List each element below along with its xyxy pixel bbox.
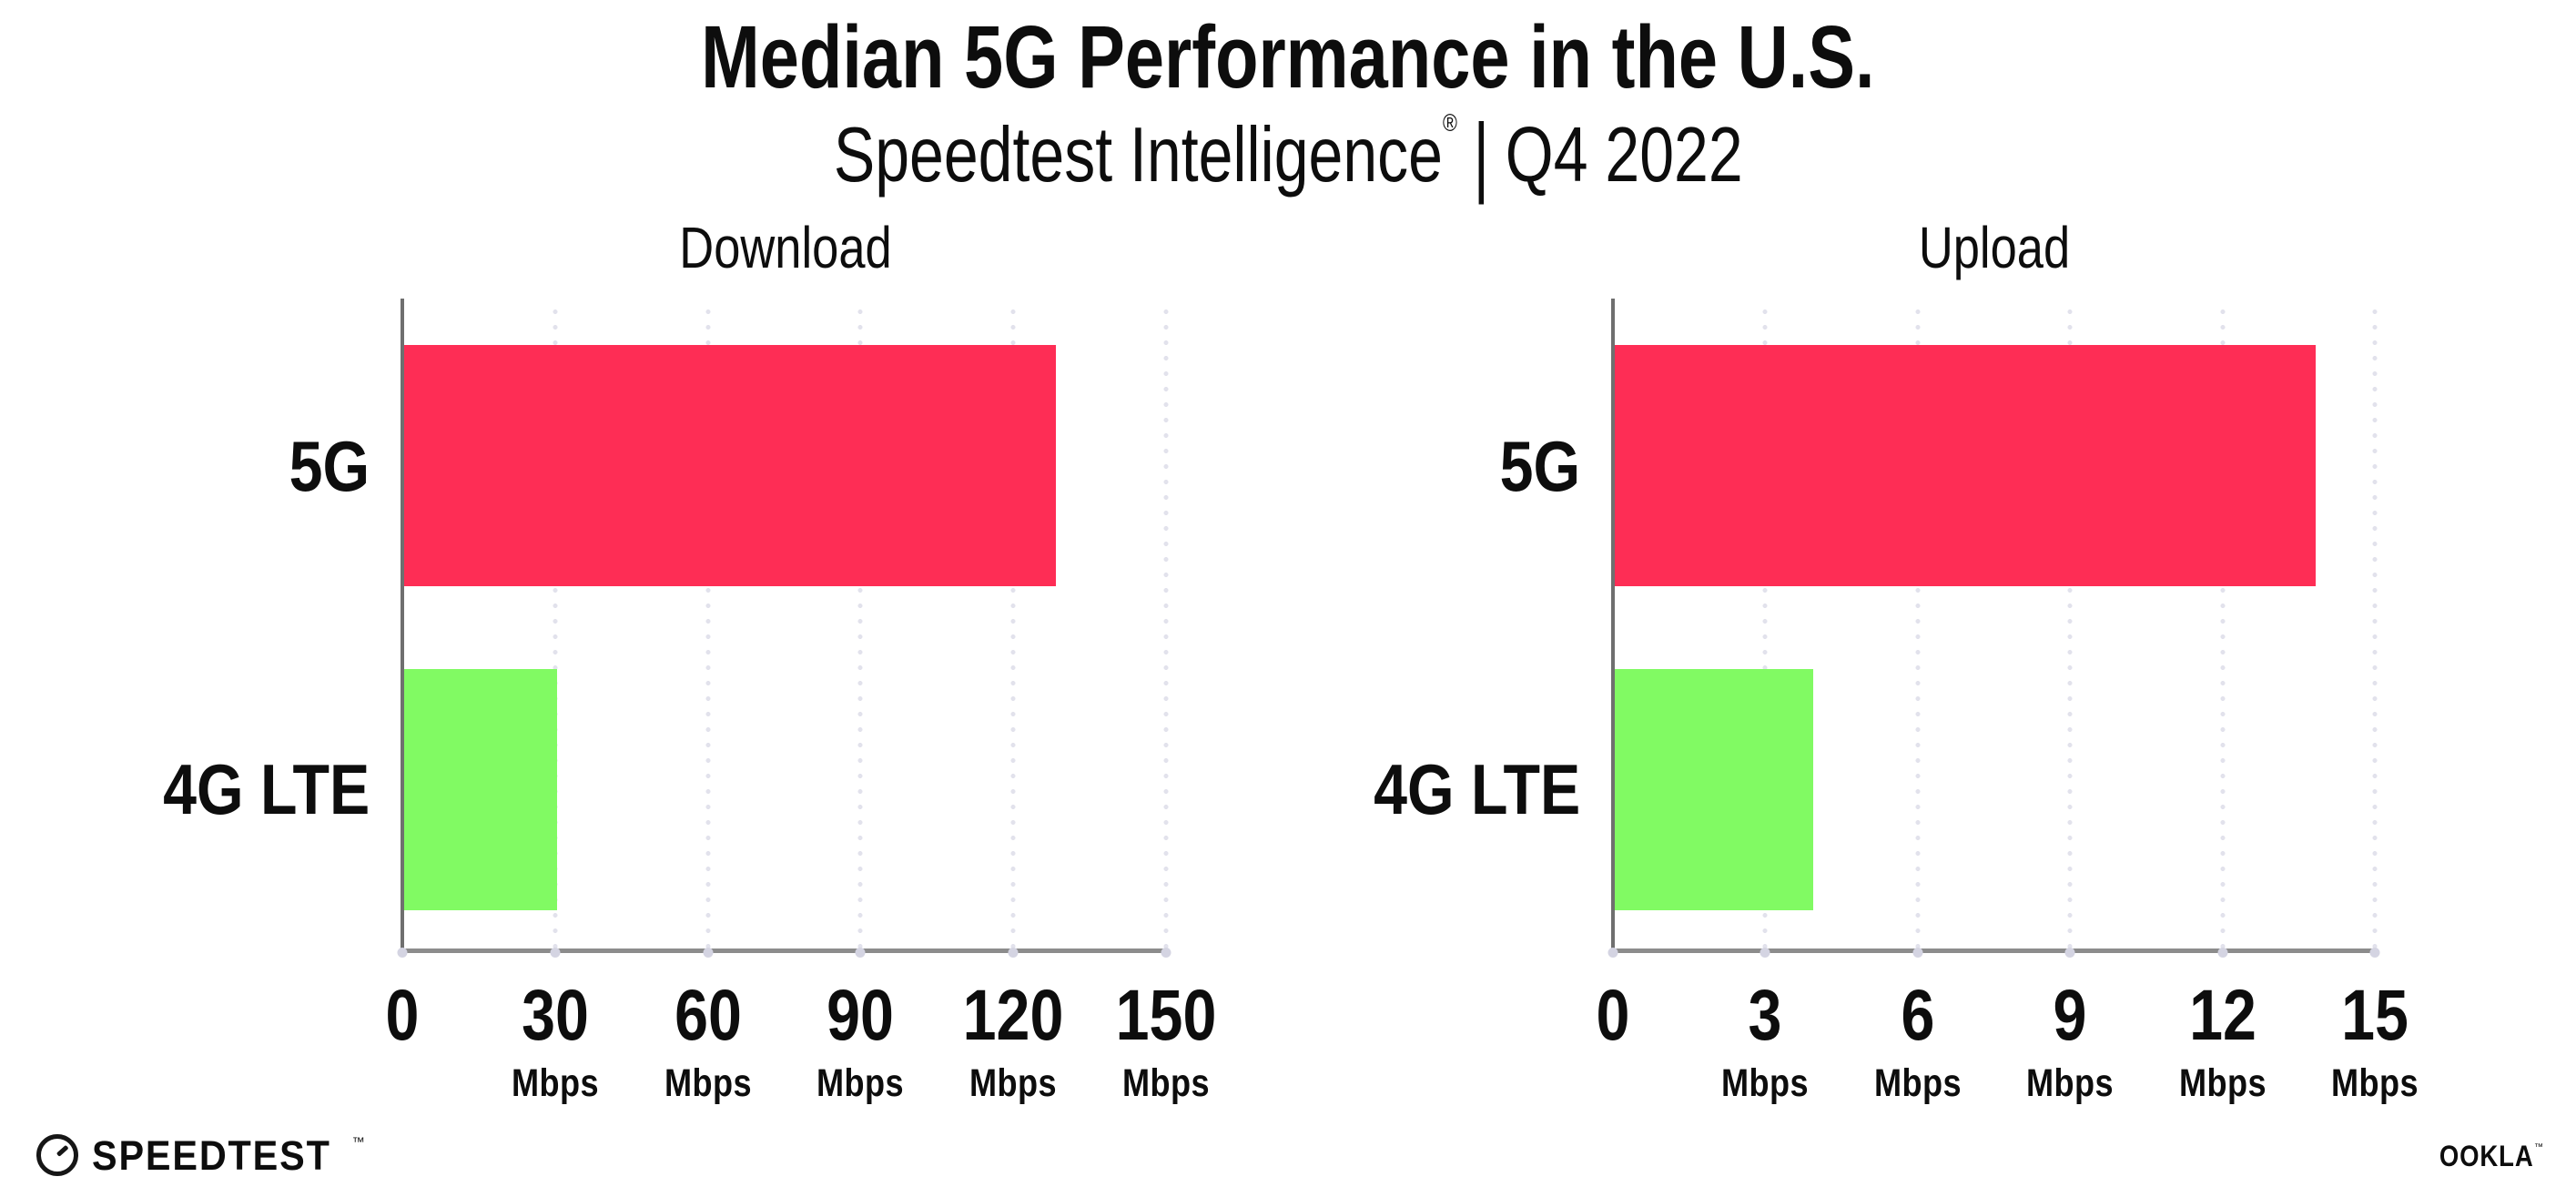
x-tick-value-60: 60 <box>674 974 742 1055</box>
upload-chart-plot: 0 3 Mbps 6 Mbps 9 Mbps 12 Mbps 15 Mbps 5G 4G LTE <box>1374 299 2419 1103</box>
x-tick-unit-9: Mbps <box>2026 1061 2115 1105</box>
category-label-5g: 5G <box>1499 425 1580 506</box>
x-tick-unit-60: Mbps <box>664 1061 752 1105</box>
x-tick-30: 30 Mbps <box>512 979 599 1103</box>
x-tick-unit-6: Mbps <box>1873 1061 1962 1105</box>
x-tick-value-120: 120 <box>962 974 1064 1055</box>
axis-tick-dot-3 <box>1760 948 1770 958</box>
x-tick-value-90: 90 <box>827 974 895 1055</box>
subtitle-separator: | <box>1473 105 1489 206</box>
x-tick-unit-3: Mbps <box>1721 1061 1810 1105</box>
speedtest-logo: SPEEDTEST ™ <box>36 1134 365 1176</box>
x-tick-value-15: 15 <box>2341 974 2409 1055</box>
x-tick-unit-150: Mbps <box>1122 1061 1210 1105</box>
x-tick-unit-30: Mbps <box>511 1061 599 1105</box>
x-tick-0: 0 <box>386 979 420 1050</box>
x-tick-15: 15 Mbps <box>2331 979 2419 1103</box>
x-tick-value-9: 9 <box>2053 974 2087 1055</box>
ookla-wordmark: OOKLA <box>2439 1140 2534 1172</box>
x-tick-value-0: 0 <box>1596 974 1630 1055</box>
x-tick-90: 90 Mbps <box>816 979 904 1103</box>
gridline-120mbps <box>1010 304 1016 951</box>
subtitle-period: Q4 2022 <box>1505 112 1743 198</box>
bar-5g-upload <box>1615 345 2317 587</box>
registered-mark: ® <box>1442 109 1457 137</box>
gridline-150mbps <box>1163 304 1169 951</box>
gridline-60mbps <box>705 304 711 951</box>
subtitle-brand: Speedtest Intelligence <box>833 112 1443 198</box>
page-subtitle-text: Speedtest Intelligence® | Q4 2022 <box>834 109 1743 200</box>
bar-5g-download <box>404 345 1056 587</box>
category-label-4g-lte: 4G LTE <box>162 749 370 830</box>
axis-tick-dot-150 <box>1161 948 1171 958</box>
speedtest-trademark: ™ <box>351 1134 365 1149</box>
gridline-9mbps <box>2067 304 2073 951</box>
x-tick-unit-90: Mbps <box>816 1061 905 1105</box>
axis-tick-dot-15 <box>2369 948 2380 958</box>
bar-4g-lte-download <box>404 668 557 910</box>
axis-tick-dot-120 <box>1008 948 1019 958</box>
axis-tick-dot-90 <box>855 948 866 958</box>
upload-chart-title: Upload <box>1918 215 2071 280</box>
x-tick-0: 0 <box>1597 979 1630 1050</box>
page-title-text: Median 5G Performance in the U.S. <box>701 7 1875 107</box>
gridline-3mbps <box>1762 304 1768 951</box>
x-tick-unit-15: Mbps <box>2331 1061 2419 1105</box>
x-tick-value-3: 3 <box>1748 974 1782 1055</box>
x-tick-unit-120: Mbps <box>969 1061 1058 1105</box>
page-title: Median 5G Performance in the U.S. <box>0 13 2576 101</box>
axis-tick-dot-6 <box>1912 948 1923 958</box>
ookla-logo: OOKLA™ <box>2424 1141 2543 1171</box>
x-tick-value-150: 150 <box>1115 974 1217 1055</box>
gridline-12mbps <box>2220 304 2226 951</box>
gridline-6mbps <box>1915 304 1921 951</box>
axis-tick-dot-30 <box>550 948 561 958</box>
x-tick-value-30: 30 <box>521 974 589 1055</box>
bar-4g-lte-upload <box>1615 668 1813 910</box>
speedtest-gauge-icon <box>36 1134 78 1176</box>
download-chart-title: Download <box>679 215 892 280</box>
x-tick-120: 120 Mbps <box>963 979 1064 1103</box>
download-chart-plot: 0 30 Mbps 60 Mbps 90 Mbps 120 Mbps 150 Mbps 5G 4G LT… <box>163 299 1216 1103</box>
x-tick-value-6: 6 <box>1901 974 1935 1055</box>
page-subtitle: Speedtest Intelligence® | Q4 2022 <box>0 109 2576 200</box>
x-tick-6: 6 Mbps <box>1874 979 1962 1103</box>
x-tick-9: 9 Mbps <box>2026 979 2114 1103</box>
axis-tick-dot-60 <box>703 948 714 958</box>
gridline-15mbps <box>2372 304 2378 951</box>
axis-tick-dot-0 <box>397 948 408 958</box>
category-label-4g-lte: 4G LTE <box>1373 749 1580 830</box>
x-tick-unit-12: Mbps <box>2178 1061 2267 1105</box>
category-label-5g: 5G <box>289 425 370 506</box>
ookla-trademark: ™ <box>2534 1142 2543 1152</box>
x-tick-150: 150 Mbps <box>1116 979 1217 1103</box>
x-tick-60: 60 Mbps <box>664 979 752 1103</box>
speedtest-wordmark: SPEEDTEST <box>92 1132 331 1179</box>
axis-tick-dot-9 <box>2064 948 2075 958</box>
gridline-30mbps <box>553 304 558 951</box>
x-tick-12: 12 Mbps <box>2179 979 2267 1103</box>
x-tick-value-12: 12 <box>2188 974 2257 1055</box>
axis-tick-dot-0 <box>1607 948 1618 958</box>
gridline-90mbps <box>857 304 863 951</box>
axis-tick-dot-12 <box>2217 948 2228 958</box>
x-tick-value-0: 0 <box>385 974 420 1055</box>
x-tick-3: 3 Mbps <box>1721 979 1809 1103</box>
